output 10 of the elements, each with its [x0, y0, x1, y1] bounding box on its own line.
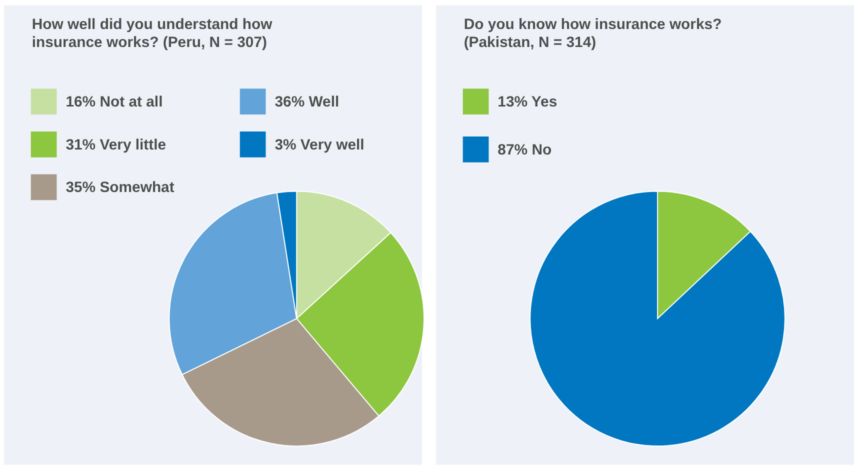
legend-label: 36% Well — [274, 94, 340, 111]
pie-slice — [530, 190, 786, 446]
legend-label: 3% Very well — [274, 136, 364, 154]
legend-label: 13% Yes — [498, 94, 558, 111]
legend-label: 16% Not at all — [66, 94, 163, 111]
chart-title: How well did you understand how insurance works? (Peru, N = 307) — [32, 16, 273, 51]
legend-label: 87% No — [498, 141, 552, 158]
legend-label: 35% Somewhat — [66, 179, 174, 196]
chart-title: Do you know how insurance works? (Pakistan, N = 314) — [464, 16, 722, 51]
legend-label: 31% Very little — [66, 136, 166, 154]
